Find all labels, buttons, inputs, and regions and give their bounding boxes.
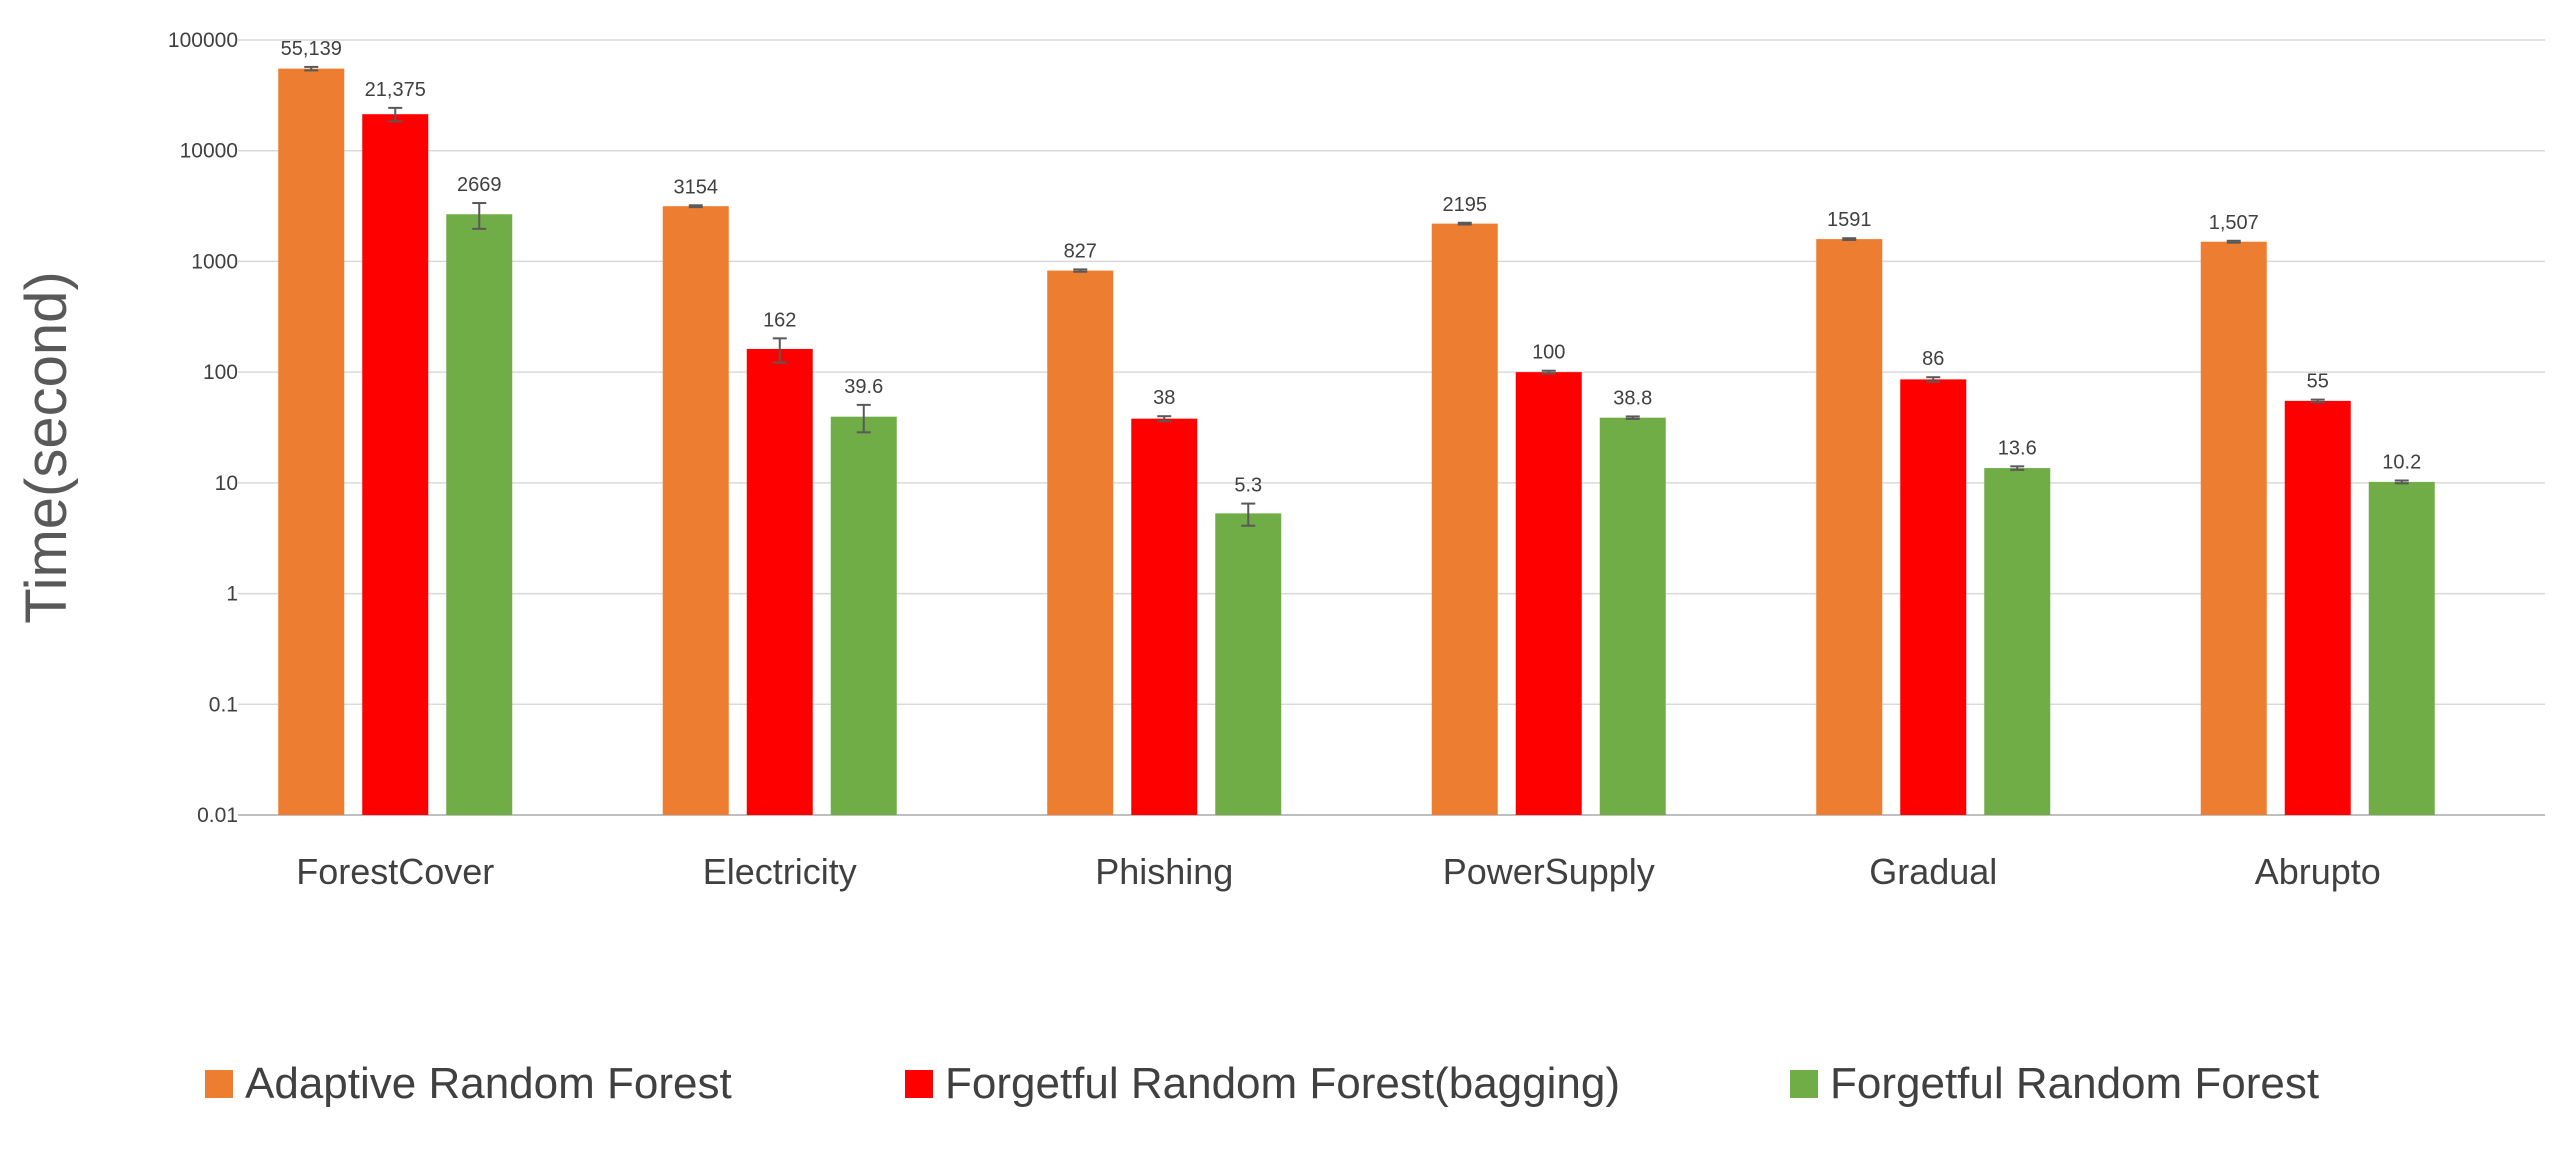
data-label: 55,139 (281, 38, 342, 60)
legend-swatch (205, 1070, 233, 1098)
bar (746, 348, 813, 815)
bar (278, 68, 345, 815)
data-label: 100 (1532, 342, 1565, 364)
data-label: 162 (763, 309, 796, 331)
data-label: 39.6 (844, 376, 883, 398)
y-tick-label: 1 (226, 583, 238, 606)
y-tick-label: 10000 (180, 140, 238, 163)
legend-label: Forgetful Random Forest (1830, 1059, 2319, 1108)
data-label: 827 (1064, 240, 1097, 262)
data-label: 2669 (457, 174, 502, 196)
category-label: PowerSupply (1443, 851, 1655, 892)
data-label: 55 (2307, 371, 2329, 393)
bars (278, 68, 2435, 816)
data-label: 10.2 (2382, 452, 2421, 474)
bar (1131, 418, 1198, 815)
y-tick-label: 10 (215, 472, 238, 495)
data-label: 3154 (674, 176, 719, 198)
axes: 0.01 0.1 1 10 100 1000 10000 100000 Time(second)… (14, 29, 2381, 892)
bar (1215, 513, 1282, 815)
bar (1047, 270, 1114, 815)
bar (2368, 481, 2435, 815)
error-bars (304, 65, 2409, 527)
bar (446, 214, 513, 815)
bar (1515, 372, 1582, 815)
data-label: 1591 (1827, 209, 1872, 231)
data-label: 13.6 (1998, 437, 2037, 459)
y-tick-label: 100 (203, 361, 238, 384)
y-tick-label: 0.01 (197, 804, 238, 827)
category-label: ForestCover (296, 851, 494, 892)
y-tick-label: 0.1 (209, 693, 238, 716)
data-label: 5.3 (1234, 475, 1262, 497)
data-label: 1,507 (2209, 212, 2259, 234)
bar (830, 416, 897, 815)
category-label: Phishing (1095, 851, 1233, 892)
bar (1431, 223, 1498, 815)
grid (238, 39, 2545, 816)
legend: Adaptive Random Forest Forgetful Random F… (205, 1059, 2319, 1108)
bar (1816, 239, 1883, 815)
bar (2200, 241, 2267, 816)
y-tick-label: 1000 (191, 250, 238, 273)
bar (662, 206, 729, 815)
bar (1984, 468, 2051, 815)
data-label: 2195 (1443, 194, 1488, 216)
bar (1599, 417, 1666, 815)
data-label: 86 (1922, 348, 1944, 370)
y-axis-label: Time(second) (14, 271, 79, 623)
legend-swatch (1790, 1070, 1818, 1098)
y-tick-label: 100000 (168, 29, 238, 52)
bar (2284, 400, 2351, 815)
bar (1900, 379, 1967, 815)
data-labels: 55,139 21,375 2669 3154 162 39.6 827 38 5.3 2195 1… (281, 38, 2422, 497)
category-label: Gradual (1869, 851, 1997, 892)
data-label: 38 (1153, 387, 1175, 409)
bar (362, 114, 429, 815)
category-label: Abrupto (2255, 851, 2381, 892)
legend-label: Adaptive Random Forest (245, 1059, 732, 1108)
legend-label: Forgetful Random Forest(bagging) (945, 1059, 1620, 1108)
data-label: 21,375 (365, 79, 426, 101)
category-label: Electricity (703, 851, 857, 892)
legend-swatch (905, 1070, 933, 1098)
data-label: 38.8 (1613, 387, 1652, 409)
